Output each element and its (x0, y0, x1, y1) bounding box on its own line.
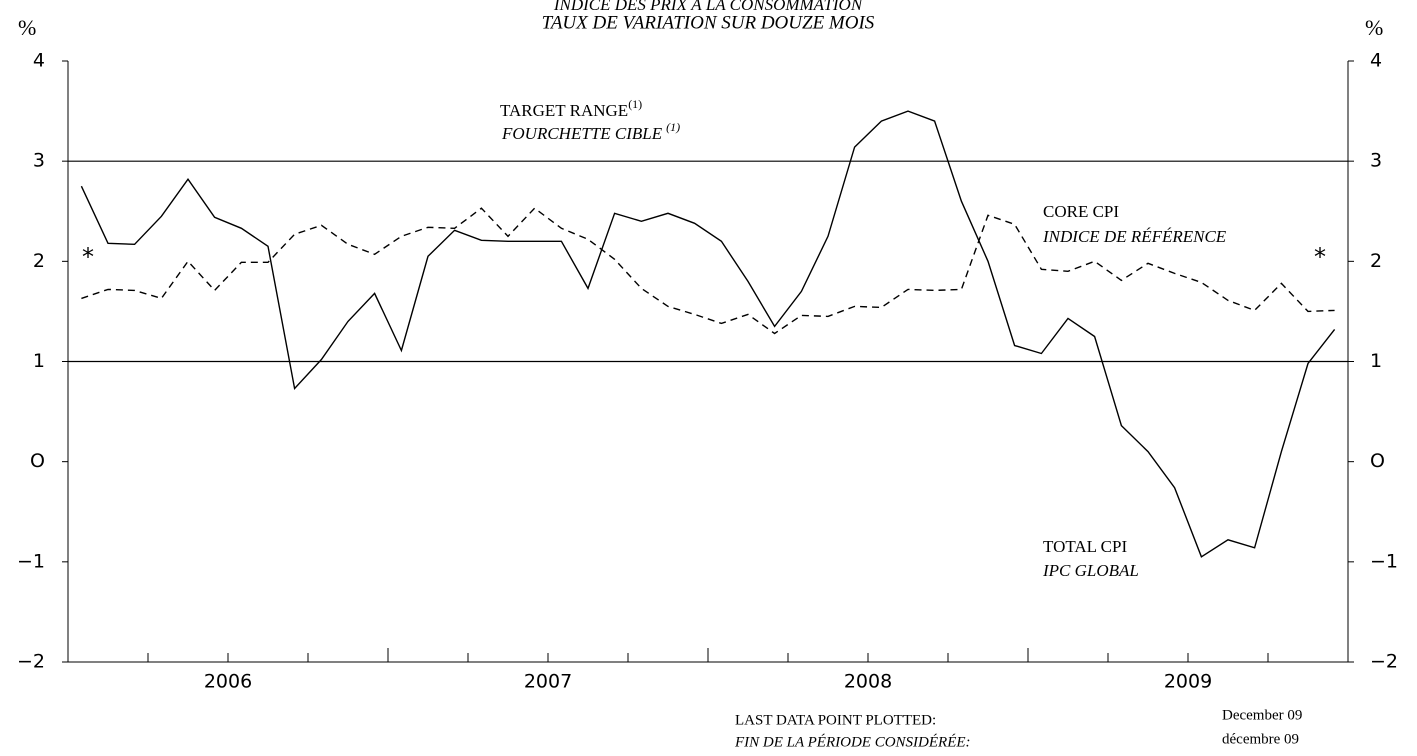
x-tick-label: 2007 (524, 671, 572, 693)
legend-label: IPC GLOBAL (1042, 561, 1139, 580)
target-label-fr-text: FOURCHETTE CIBLE (501, 124, 663, 143)
x-tick-label: 2009 (1164, 671, 1212, 693)
y2-tick-label: O (1370, 450, 1385, 472)
footer-label: LAST DATA POINT PLOTTED: (735, 712, 936, 728)
footnote-marker: * (1314, 243, 1326, 271)
chart-title: INDICE DES PRIX À LA CONSOMMATION (553, 0, 864, 14)
y-tick-label: 1 (33, 350, 45, 372)
target-note: (1) (628, 97, 642, 111)
legend-label: CORE CPI (1043, 202, 1119, 221)
y2-tick-label: 2 (1370, 250, 1382, 272)
target-note: (1) (666, 120, 680, 134)
y-tick-label: 2 (33, 250, 45, 272)
series-line (80, 110, 1336, 558)
y2-tick-label: 3 (1370, 150, 1382, 172)
legend-label: TOTAL CPI (1043, 537, 1127, 556)
y2-tick-label: 4 (1370, 50, 1382, 72)
y-tick-label: 4 (33, 50, 45, 72)
y2-tick-label: −1 (1370, 550, 1398, 572)
target-label: TARGET RANGE(1) (500, 97, 642, 120)
x-tick-label: 2006 (204, 671, 252, 693)
footer-date: décembre 09 (1222, 731, 1299, 747)
legend-label: INDICE DE RÉFÉRENCE (1042, 227, 1227, 246)
y2-tick-label: 1 (1370, 350, 1382, 372)
footer-label: FIN DE LA PÉRIODE CONSIDÉRÉE: (734, 733, 971, 750)
x-tick-label: 2008 (844, 671, 892, 693)
y-tick-label: 3 (33, 150, 45, 172)
target-label-fr: FOURCHETTE CIBLE (1) (501, 120, 680, 143)
target-label-en: TARGET RANGE (500, 101, 628, 120)
y-tick-label: −1 (17, 550, 45, 572)
y-tick-label: −2 (17, 651, 45, 673)
footnote-marker: * (82, 243, 94, 271)
series-line (81, 207, 1335, 335)
y2-tick-label: −2 (1370, 651, 1398, 673)
y2-unit: % (1365, 15, 1383, 40)
y-unit: % (18, 15, 36, 40)
chart-subtitle: TAUX DE VARIATION SUR DOUZE MOIS (542, 12, 875, 33)
y-tick-label: O (30, 450, 45, 472)
footer-date: December 09 (1222, 707, 1302, 723)
